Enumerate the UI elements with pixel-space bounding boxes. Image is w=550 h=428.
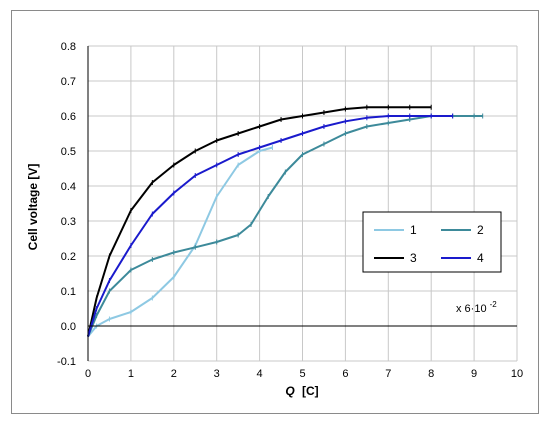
legend-item: 2 bbox=[441, 223, 484, 237]
y-tick-label: 0.0 bbox=[61, 321, 76, 333]
series-3 bbox=[87, 104, 432, 339]
y-tick-labels: -0.1 0.0 0.1 0.2 0.3 0.4 0.5 0.6 0.7 0.8 bbox=[57, 41, 76, 368]
series-4 bbox=[87, 113, 454, 339]
legend-item: 4 bbox=[441, 251, 484, 265]
x-tick-label: 5 bbox=[299, 368, 305, 380]
series-line bbox=[87, 106, 432, 337]
x-tick-label: 7 bbox=[385, 368, 391, 380]
x-scale-exponent: -2 bbox=[490, 300, 498, 309]
x-axis-unit: [C] bbox=[302, 384, 319, 398]
y-tick-label: 0.3 bbox=[61, 216, 76, 228]
x-axis-title: Q [C] bbox=[285, 384, 318, 398]
x-tick-label: 8 bbox=[428, 368, 434, 380]
y-tick-label: 0.5 bbox=[61, 146, 76, 158]
y-tick-label: 0.2 bbox=[61, 251, 76, 263]
x-tick-label: 9 bbox=[471, 368, 477, 380]
y-tick-label: 0.8 bbox=[61, 41, 76, 53]
axes bbox=[87, 46, 517, 361]
legend-item: 3 bbox=[374, 251, 417, 265]
y-tick-label: 0.7 bbox=[61, 76, 76, 88]
series-line bbox=[87, 115, 483, 337]
y-tick-label: -0.1 bbox=[57, 356, 76, 368]
x-tick-label: 3 bbox=[214, 368, 220, 380]
grid bbox=[87, 45, 518, 362]
legend: 1 2 3 4 bbox=[362, 211, 502, 273]
x-tick-label: 4 bbox=[257, 368, 263, 380]
legend-items: 1 2 3 4 bbox=[374, 223, 484, 265]
legend-label: 2 bbox=[477, 223, 484, 237]
y-tick-label: 0.4 bbox=[61, 181, 76, 193]
legend-label: 1 bbox=[410, 223, 417, 237]
x-tick-label: 1 bbox=[128, 368, 134, 380]
x-tick-label: 0 bbox=[85, 368, 91, 380]
x-scale-base: x 6·10 bbox=[456, 303, 487, 315]
series-1 bbox=[87, 145, 273, 339]
y-tick-label: 0.1 bbox=[61, 286, 76, 298]
legend-label: 4 bbox=[477, 251, 484, 265]
x-axis-variable: Q bbox=[285, 384, 295, 398]
legend-item: 1 bbox=[374, 223, 417, 237]
x-tick-labels: 0 1 2 3 4 5 6 7 8 9 10 bbox=[85, 368, 523, 380]
legend-label: 3 bbox=[410, 251, 417, 265]
x-scale-annotation: x 6·10 -2 bbox=[456, 300, 497, 315]
x-tick-label: 6 bbox=[342, 368, 348, 380]
legend-box bbox=[362, 211, 502, 273]
x-tick-label: 2 bbox=[171, 368, 177, 380]
series-lines bbox=[87, 104, 484, 339]
y-axis-title: Cell voltage [V] bbox=[26, 164, 40, 251]
y-tick-label: 0.6 bbox=[61, 111, 76, 123]
x-tick-label: 10 bbox=[511, 368, 523, 380]
